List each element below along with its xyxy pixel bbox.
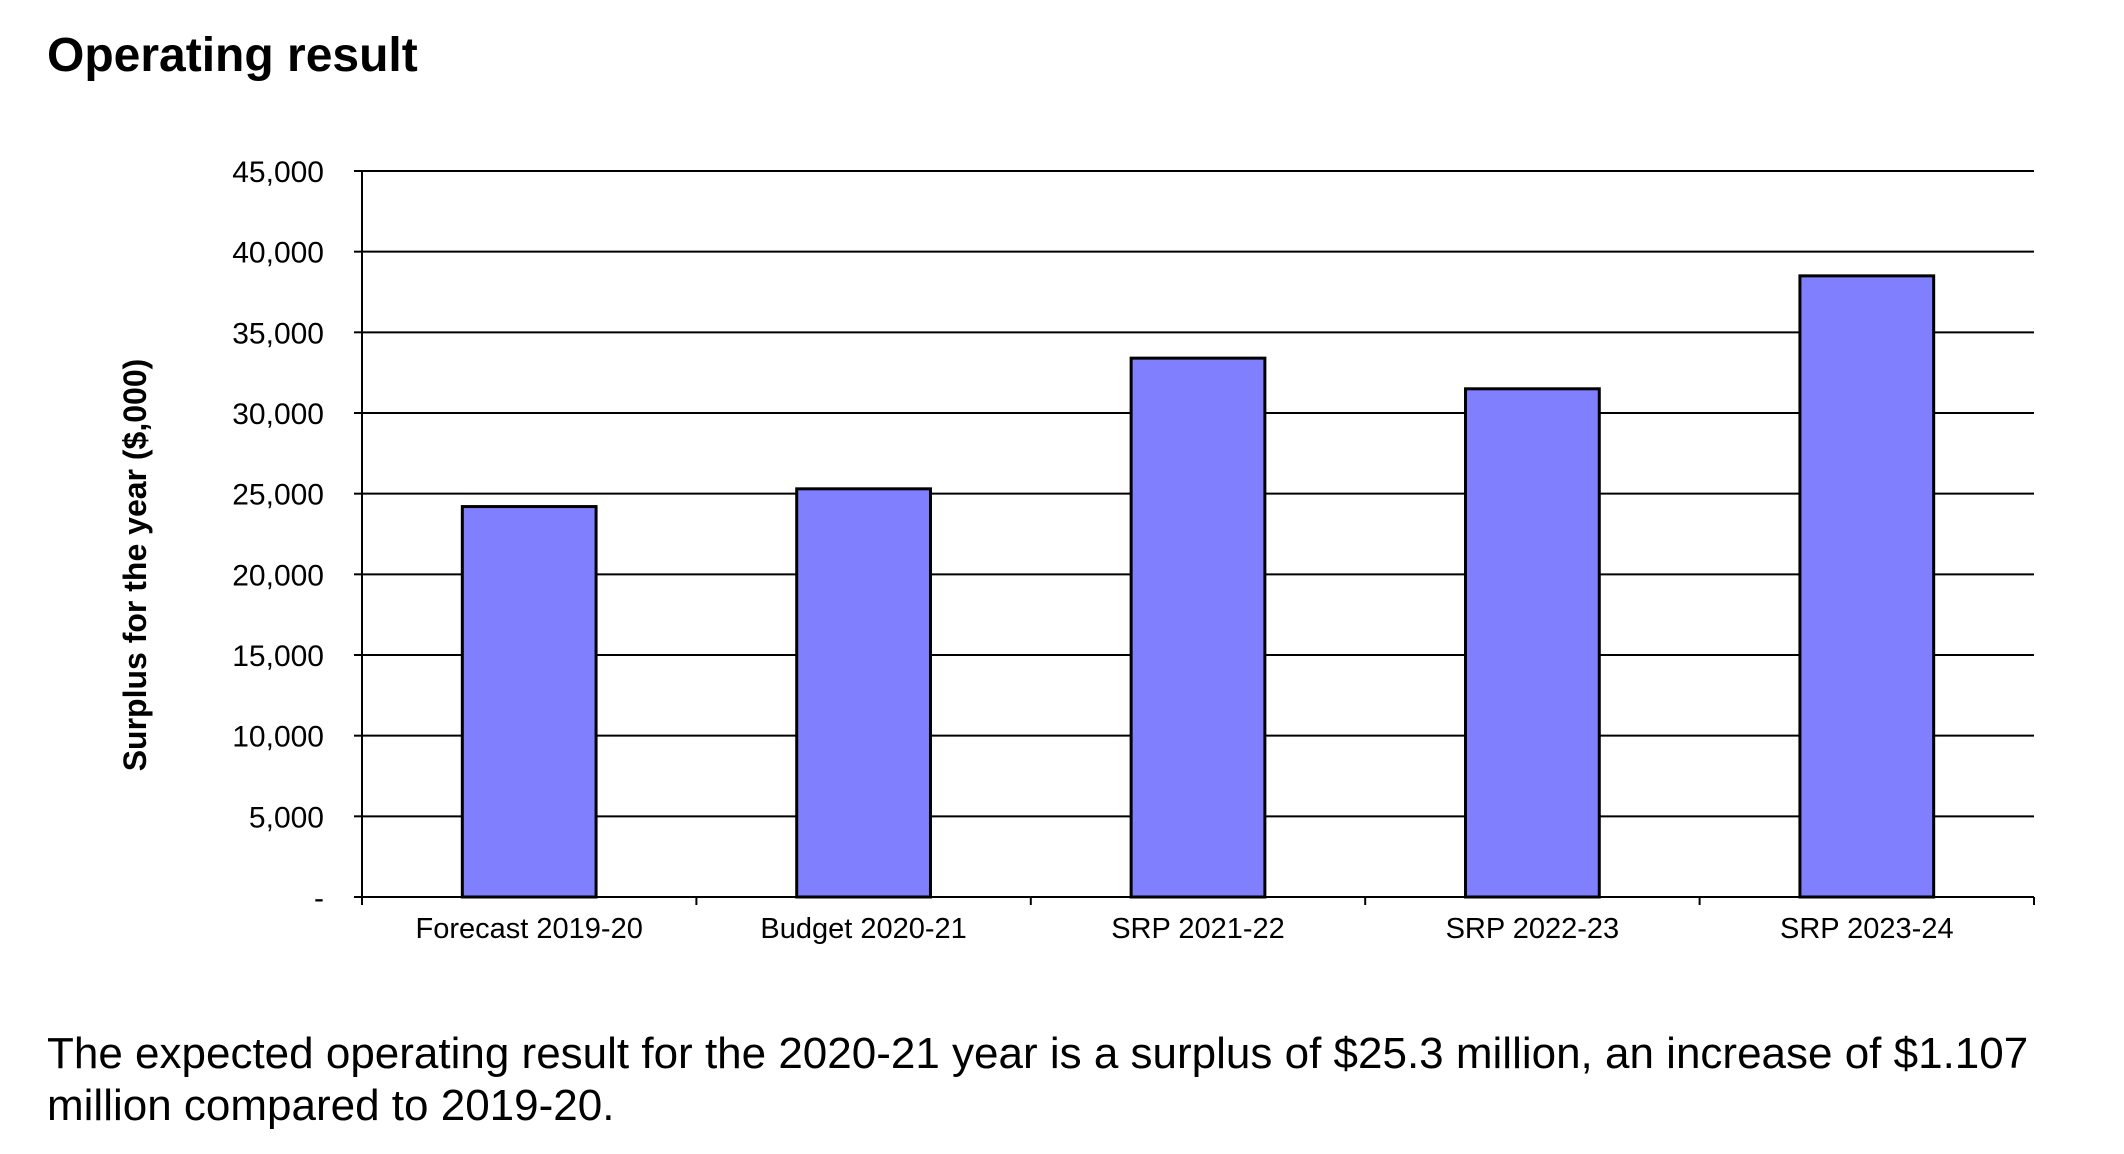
x-tick-label: SRP 2022-23 <box>1446 913 1620 945</box>
bar-chart: - 5,000 10,000 15,000 20,000 25,000 30,000 35,0… <box>117 156 2035 945</box>
y-tick-label: 15,000 <box>232 640 324 673</box>
y-tick-label: - <box>314 882 324 915</box>
bar-5 <box>1798 274 1936 899</box>
bar-3 <box>1129 356 1267 899</box>
axes: - 5,000 10,000 15,000 20,000 25,000 30,000 35,0… <box>232 156 2035 945</box>
bars <box>460 274 1936 899</box>
y-tick-label: 5,000 <box>249 801 324 834</box>
y-tick-label: 45,000 <box>232 156 324 189</box>
summary-paragraph: The expected operating result for the 20… <box>47 1029 2029 1130</box>
bar-4 <box>1464 387 1601 899</box>
x-tick-label: Forecast 2019-20 <box>416 913 643 945</box>
x-tick-label: Budget 2020-21 <box>760 913 966 945</box>
page-heading: Operating result <box>47 29 418 82</box>
y-tick-label: 10,000 <box>232 721 324 754</box>
y-tick-label: 35,000 <box>232 317 324 350</box>
x-tick-label: SRP 2023-24 <box>1780 913 1954 945</box>
y-tick-label: 20,000 <box>232 559 324 592</box>
y-tick-label: 25,000 <box>232 479 324 512</box>
y-tick-label: 40,000 <box>232 237 324 270</box>
y-tick-label: 30,000 <box>232 398 324 431</box>
bar-2 <box>795 487 932 899</box>
y-axis-label: Surplus for the year ($,000) <box>117 359 153 772</box>
x-tick-label: SRP 2021-22 <box>1111 913 1285 945</box>
bar-1 <box>460 505 598 899</box>
